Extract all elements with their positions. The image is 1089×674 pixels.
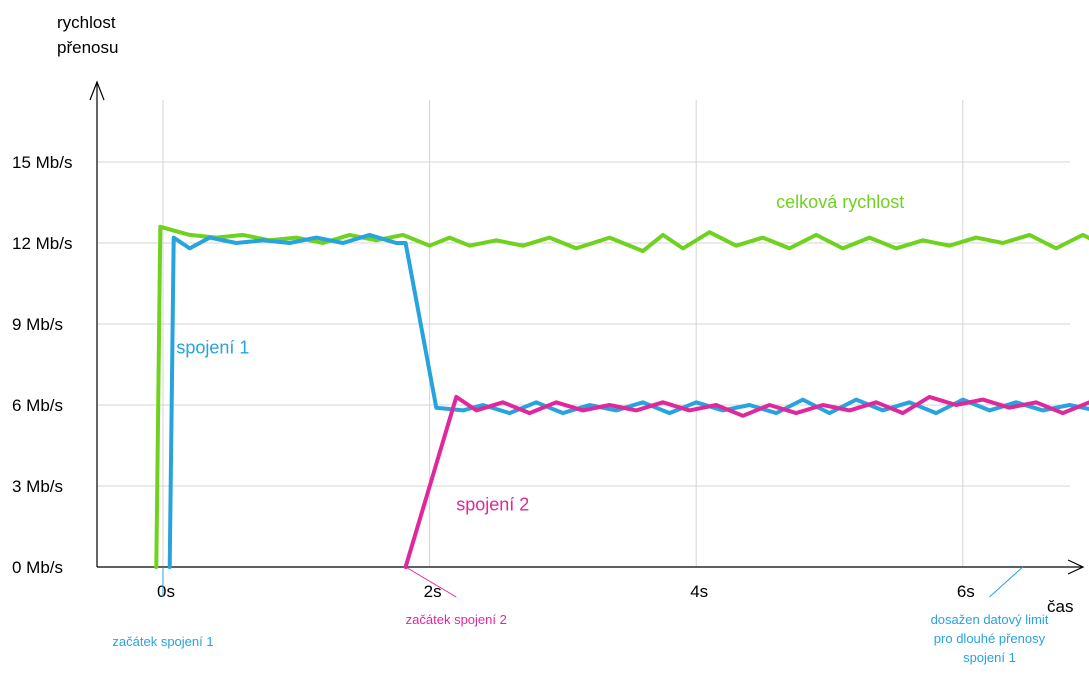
y-axis-title-line-1: rychlost bbox=[57, 13, 116, 32]
annotation-1: začátek spojení 1 bbox=[112, 634, 213, 649]
annotation-3: dosažen datový limit pro dlouhé přenosy sp… bbox=[931, 612, 1049, 665]
series-line-3 bbox=[403, 394, 1089, 569]
axes bbox=[89, 80, 1085, 575]
x-axis-title: čas bbox=[1047, 597, 1073, 616]
y-axis-title-line-2: přenosu bbox=[57, 38, 118, 57]
series-line-2 bbox=[167, 232, 1089, 569]
annotation-leader-3 bbox=[989, 566, 1024, 598]
y-tick-label: 3 Mb/s bbox=[12, 477, 63, 496]
annotation-2: začátek spojení 2 bbox=[406, 612, 507, 627]
annotation-line: začátek spojení 2 bbox=[406, 612, 507, 627]
y-axis-arrow bbox=[89, 80, 105, 101]
series-label-3: spojení 2 bbox=[456, 494, 529, 514]
y-tick-label: 0 Mb/s bbox=[12, 558, 63, 577]
y-tick-label: 12 Mb/s bbox=[12, 234, 72, 253]
annotation-leader-2 bbox=[405, 566, 457, 598]
annotations: začátek spojení 1 začátek spojení 2 dosaže… bbox=[112, 566, 1049, 665]
x-axis-arrow bbox=[1067, 559, 1085, 575]
y-tick-label: 6 Mb/s bbox=[12, 396, 63, 415]
annotation-line: spojení 1 bbox=[963, 650, 1016, 665]
annotation-line: pro dlouhé přenosy bbox=[934, 631, 1046, 646]
series-label-2: spojení 1 bbox=[176, 338, 249, 358]
annotation-line: dosažen datový limit bbox=[931, 612, 1049, 627]
x-tick-label: 4s bbox=[690, 582, 708, 601]
series-line-1 bbox=[154, 224, 1089, 569]
y-tick-labels: 0 Mb/s 3 Mb/s 6 Mb/s 9 Mb/s 12 Mb/s 15 Mb/s bbox=[12, 153, 72, 577]
annotation-line: začátek spojení 1 bbox=[112, 634, 213, 649]
series-lines bbox=[154, 224, 1089, 569]
x-tick-label: 0s bbox=[157, 582, 175, 601]
series-labels: celková rychlost spojení 1 spojení 2 bbox=[176, 192, 904, 514]
series-label-1: celková rychlost bbox=[776, 192, 904, 212]
grid bbox=[97, 100, 1070, 567]
y-tick-label: 15 Mb/s bbox=[12, 153, 72, 172]
x-tick-label: 6s bbox=[957, 582, 975, 601]
y-tick-label: 9 Mb/s bbox=[12, 315, 63, 334]
x-tick-label: 2s bbox=[424, 582, 442, 601]
x-tick-labels: 0s2s4s6s8s10s12s bbox=[157, 582, 975, 601]
